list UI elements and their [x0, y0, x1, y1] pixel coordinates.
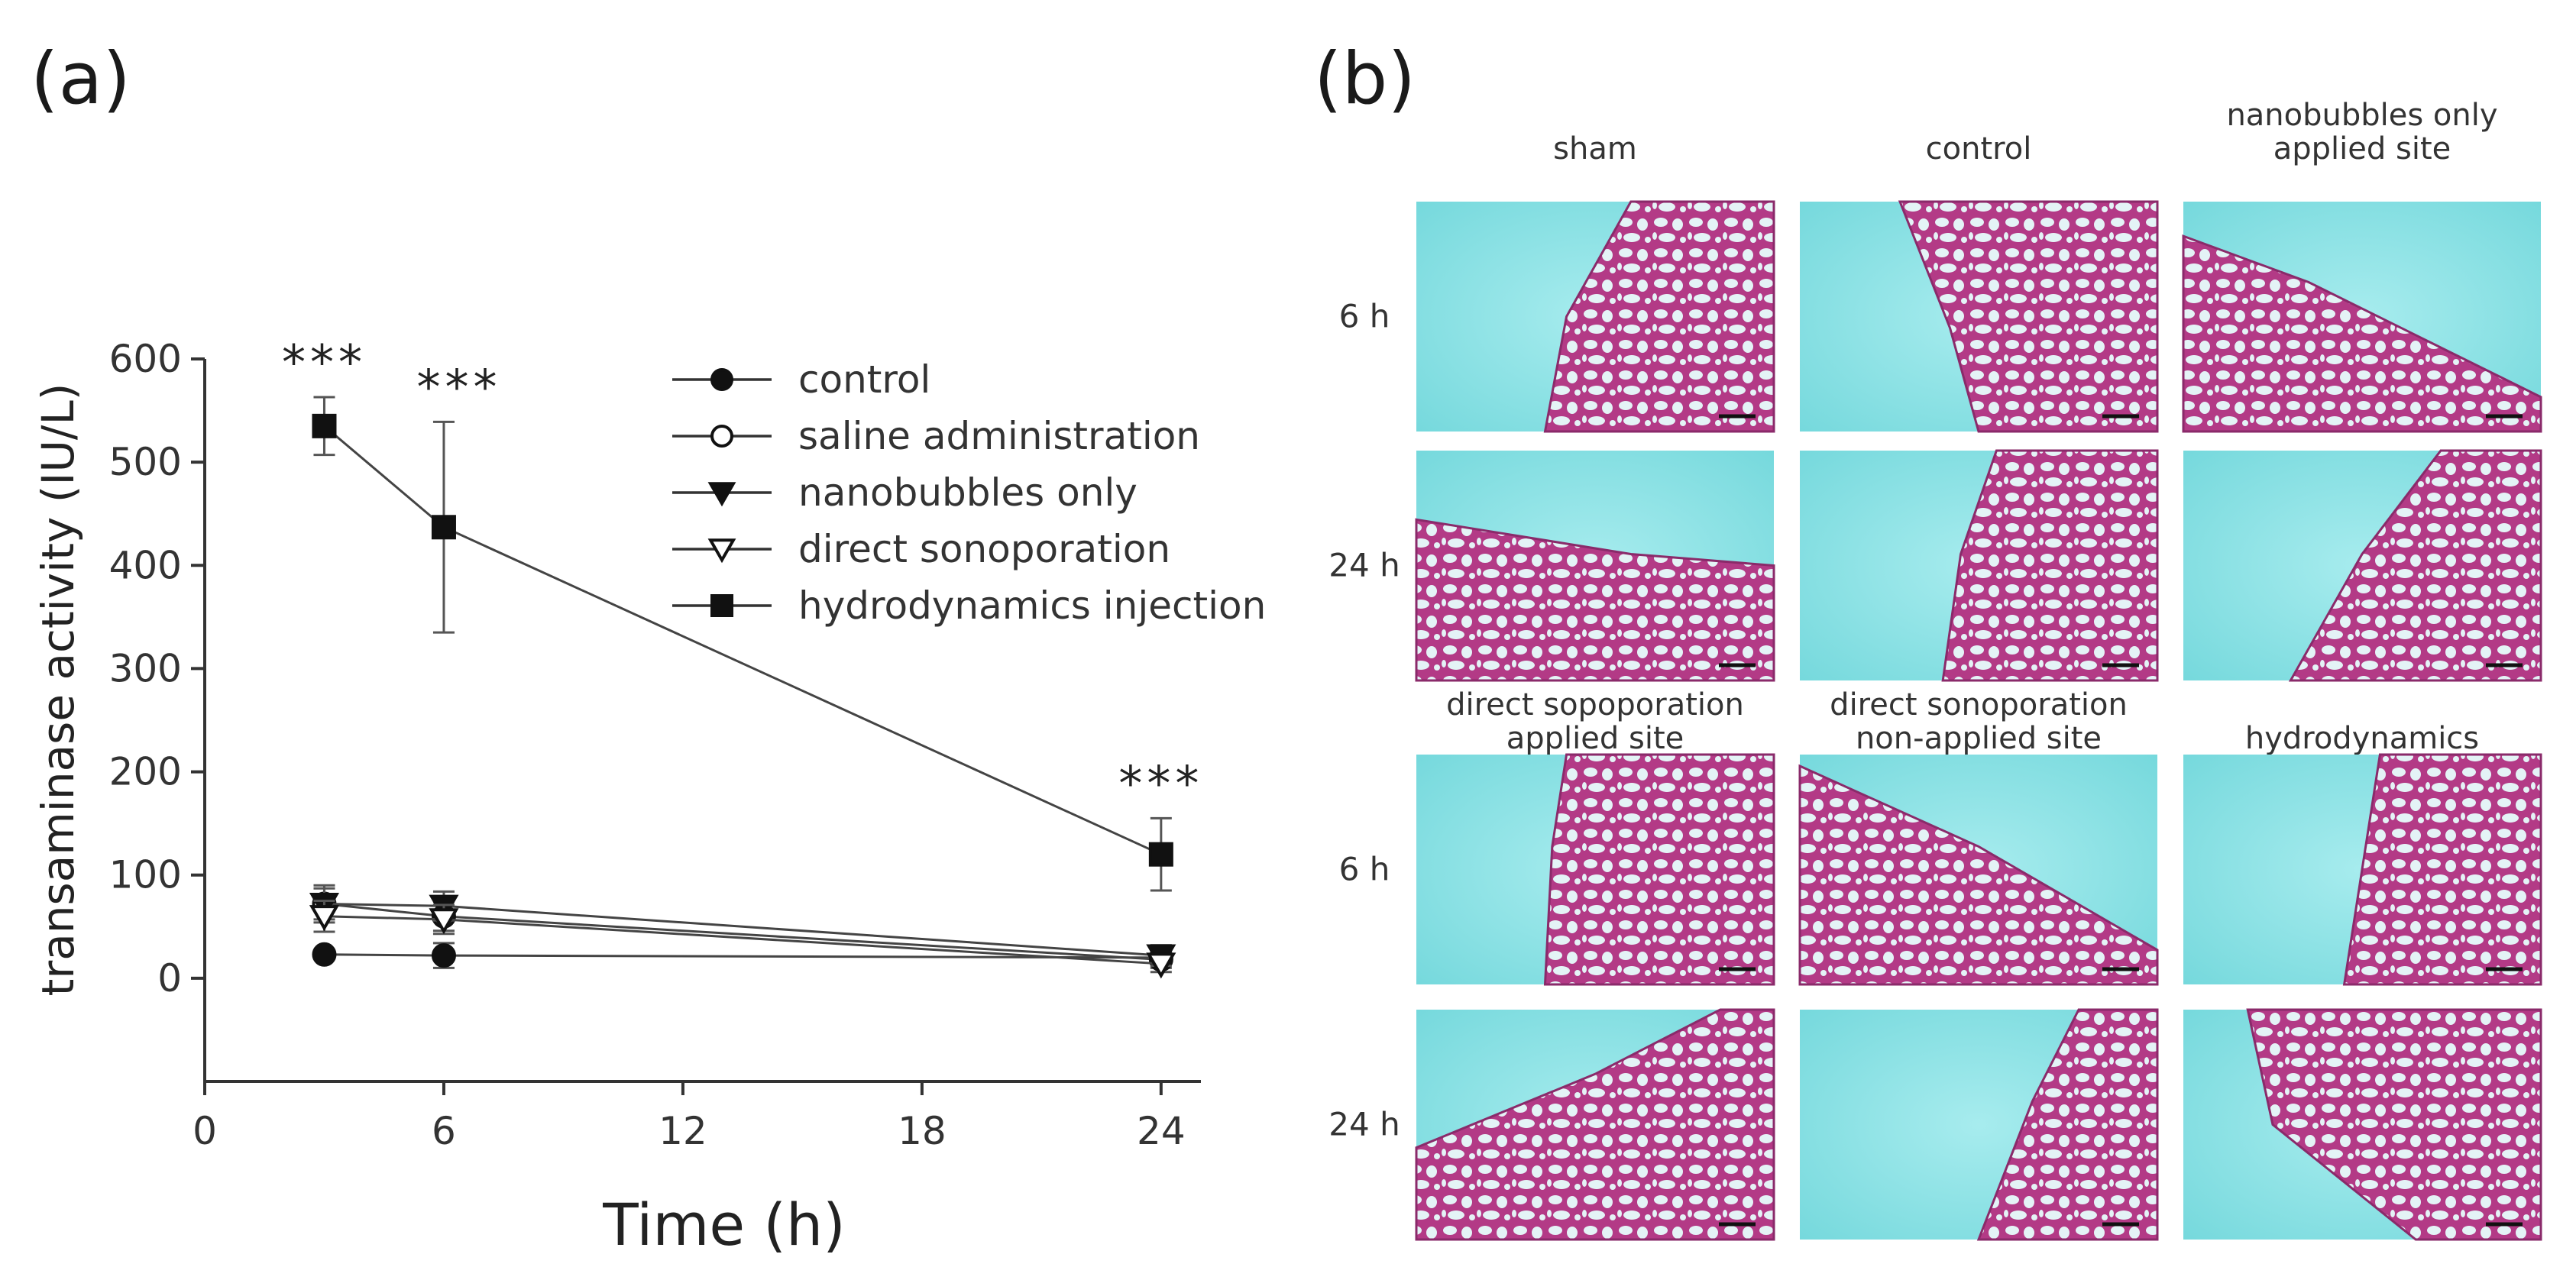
micrograph-tile — [2182, 202, 2542, 433]
data-point — [312, 942, 337, 967]
tissue-region — [1976, 1008, 2159, 1241]
data-point — [707, 538, 736, 564]
chart-annotations: *** *** *** — [282, 335, 1203, 811]
data-point — [431, 943, 456, 968]
significance-marker: *** — [416, 359, 501, 415]
micrograph-row-label: 24 h — [1328, 1106, 1400, 1143]
legend-item: direct sonoporation — [672, 527, 1170, 571]
series-direct-sonoporation — [309, 900, 1176, 979]
tissue-region — [1941, 449, 2159, 682]
micrograph-tile — [1416, 753, 1775, 986]
x-tick-label: 18 — [898, 1109, 947, 1153]
y-axis-label: transaminase activity (IU/L) — [32, 383, 84, 997]
series-hydrodynamics-injection — [312, 396, 1173, 892]
line-chart: 0 100 200 300 400 500 600 0 6 12 18 24 *** *** *** co… — [32, 335, 1266, 1259]
micrograph-row-label: 24 h — [1328, 547, 1400, 584]
tissue-region — [1415, 1008, 1775, 1241]
data-point — [710, 425, 733, 448]
y-tick-label: 300 — [109, 646, 182, 690]
x-tick-label: 24 — [1137, 1109, 1186, 1153]
significance-marker: *** — [282, 335, 367, 390]
legend-label: direct sonoporation — [798, 527, 1170, 571]
micrograph-row-label: 6 h — [1339, 298, 1390, 335]
data-point — [1148, 842, 1173, 867]
legend-item: hydrodynamics injection — [672, 583, 1266, 628]
x-tick-label: 12 — [659, 1109, 707, 1153]
micrograph-tiles — [1415, 200, 2542, 1241]
data-point — [431, 515, 456, 540]
tissue-region — [1798, 764, 2159, 986]
micrograph-tile — [1415, 451, 1775, 682]
y-tick-label: 0 — [157, 956, 182, 1000]
micrograph-tile — [2183, 449, 2542, 682]
data-point — [309, 905, 340, 932]
micrograph-row-label: 6 h — [1339, 851, 1390, 888]
legend-label: saline administration — [798, 414, 1200, 458]
micrograph-caption: sham — [1553, 131, 1637, 166]
micrograph-caption: direct sonoporation non-applied site — [1830, 687, 2128, 756]
legend-label: control — [798, 357, 930, 402]
data-point — [710, 368, 733, 391]
y-tick-label: 500 — [109, 440, 182, 484]
chart-series — [309, 396, 1176, 979]
legend-label: nanobubbles only — [798, 470, 1138, 515]
legend-item: control — [672, 357, 930, 402]
micrograph-tile — [1800, 449, 2159, 682]
micrograph-caption: hydrodynamics — [2245, 721, 2479, 756]
micrograph-tile — [2183, 753, 2542, 986]
tissue-region — [1898, 200, 2159, 433]
tissue-region — [2246, 1008, 2542, 1241]
chart-legend: control saline administration nanobubbles … — [672, 357, 1266, 628]
micrograph-grid: sham control nanobubbles only applied site d… — [1328, 98, 2542, 1241]
data-point — [1146, 952, 1176, 979]
legend-item: saline administration — [672, 414, 1200, 458]
tissue-region — [1415, 518, 1775, 682]
chart-axes: 0 100 200 300 400 500 600 0 6 12 18 24 — [109, 337, 1201, 1153]
micrograph-caption: nanobubbles only applied site — [2226, 98, 2497, 166]
legend-label: hydrodynamics injection — [798, 583, 1266, 628]
legend-item: nanobubbles only — [672, 470, 1138, 515]
data-point — [707, 482, 736, 507]
y-tick-label: 200 — [109, 750, 182, 794]
micrograph-caption: direct sopoporation applied site — [1446, 687, 1744, 756]
micrograph-captions: sham control nanobubbles only applied site d… — [1446, 98, 2497, 756]
tissue-region — [2182, 234, 2542, 433]
data-point — [312, 413, 337, 438]
y-tick-label: 100 — [109, 853, 182, 897]
tissue-region — [1543, 753, 1775, 986]
y-tick-label: 600 — [109, 337, 182, 381]
micrograph-tile — [1798, 755, 2159, 986]
micrograph-row-labels: 6 h 24 h 6 h 24 h — [1328, 298, 1400, 1143]
micrograph-tile — [1416, 200, 1775, 433]
y-tick-label: 400 — [109, 543, 182, 587]
micrograph-caption: control — [1926, 131, 2032, 166]
panel-b-label: (b) — [1314, 37, 1416, 121]
x-axis-label: Time (h) — [602, 1191, 846, 1259]
micrograph-tile — [1800, 1008, 2159, 1241]
x-tick-label: 6 — [432, 1109, 456, 1153]
data-point — [429, 908, 459, 935]
tissue-region — [2288, 449, 2542, 682]
significance-marker: *** — [1118, 755, 1203, 811]
tissue-region — [1543, 200, 1775, 433]
micrograph-tile — [1415, 1008, 1775, 1241]
micrograph-tile — [2183, 1008, 2542, 1241]
micrograph-tile — [1800, 200, 2159, 433]
tissue-region — [2342, 753, 2542, 986]
x-tick-label: 0 — [193, 1109, 217, 1153]
panel-a-label: (a) — [31, 37, 131, 121]
data-point — [710, 594, 733, 617]
